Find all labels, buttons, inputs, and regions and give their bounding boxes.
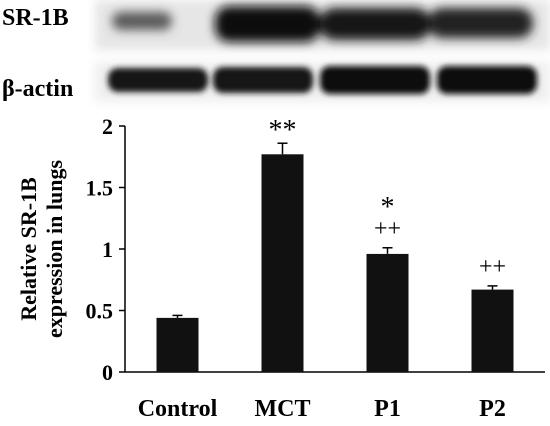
- beta-actin-band-p2: [437, 66, 537, 94]
- beta-actin-blot-label: β-actin: [2, 76, 74, 102]
- y-tick-label: 2: [102, 114, 113, 139]
- y-tick-label: 0: [102, 360, 113, 385]
- sr-1b-band-p1: [320, 8, 430, 40]
- western-blot-image: [95, 0, 550, 102]
- significance-annotation: ++: [374, 216, 401, 242]
- significance-annotation: **: [269, 115, 297, 146]
- sr-1b-blot-label: SR-1B: [2, 5, 69, 31]
- sr-1b-band-control: [112, 12, 172, 30]
- y-tick-label: 0.5: [86, 299, 114, 324]
- beta-actin-band-control: [108, 68, 208, 92]
- x-tick-label: P2: [479, 396, 506, 422]
- beta-actin-bands: [108, 66, 537, 94]
- beta-actin-band-mct: [213, 67, 313, 93]
- significance-annotation: *: [381, 192, 395, 223]
- x-tick-label: Control: [138, 396, 218, 422]
- sr-1b-bands: [112, 6, 533, 42]
- bar-p1: [366, 253, 409, 372]
- y-tick-label: 1: [102, 237, 113, 262]
- bar-p2: [471, 289, 514, 372]
- sr-1b-band-p2: [428, 8, 533, 38]
- y-axis-label-line-1: Relative SR-1B: [16, 177, 41, 321]
- beta-actin-band-p1: [320, 66, 430, 94]
- y-tick-label: 1.5: [86, 176, 114, 201]
- x-tick-label: MCT: [255, 396, 311, 422]
- x-tick-label: P1: [374, 396, 401, 422]
- bar-mct: [261, 154, 304, 372]
- bar-control: [156, 317, 199, 372]
- sr-1b-band-mct: [215, 6, 320, 42]
- y-axis-label-line-2: expression in lungs: [42, 160, 67, 339]
- significance-annotation: ++: [479, 254, 506, 280]
